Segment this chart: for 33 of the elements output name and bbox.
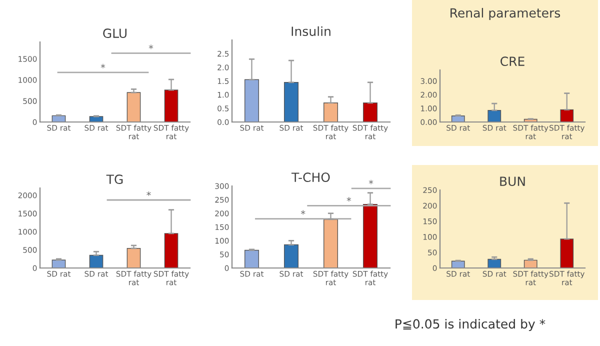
bar (284, 244, 299, 268)
chart-title: GLU (103, 28, 126, 38)
bar (164, 233, 178, 268)
chart-title: TG (106, 174, 123, 184)
text: * (368, 180, 374, 184)
bar (362, 102, 378, 122)
text: P≦0.05 is indicated by * (396, 318, 546, 332)
bar (488, 110, 502, 122)
chart-title: Insulin (292, 26, 330, 36)
bar (451, 260, 465, 268)
chart-title: BUN (500, 176, 525, 186)
text: Renal parameters (450, 8, 560, 20)
annotation: * (146, 191, 151, 196)
chart-title: T-CHO (291, 172, 330, 182)
bar (488, 258, 502, 268)
bar (323, 218, 338, 268)
chart-title: CRE (500, 56, 524, 66)
annotation: * (300, 210, 306, 215)
bar (362, 204, 378, 268)
bar (244, 79, 260, 122)
bar (244, 250, 260, 268)
annotation: * (148, 44, 154, 50)
annotation: * (346, 197, 352, 202)
bar (126, 92, 141, 122)
bar (164, 90, 178, 122)
annotation: * (100, 64, 106, 68)
bar (126, 248, 141, 268)
bar (323, 102, 338, 122)
bar (89, 254, 104, 268)
bar (524, 260, 538, 268)
bar (284, 82, 299, 122)
bar (560, 109, 574, 122)
bar (560, 238, 574, 268)
